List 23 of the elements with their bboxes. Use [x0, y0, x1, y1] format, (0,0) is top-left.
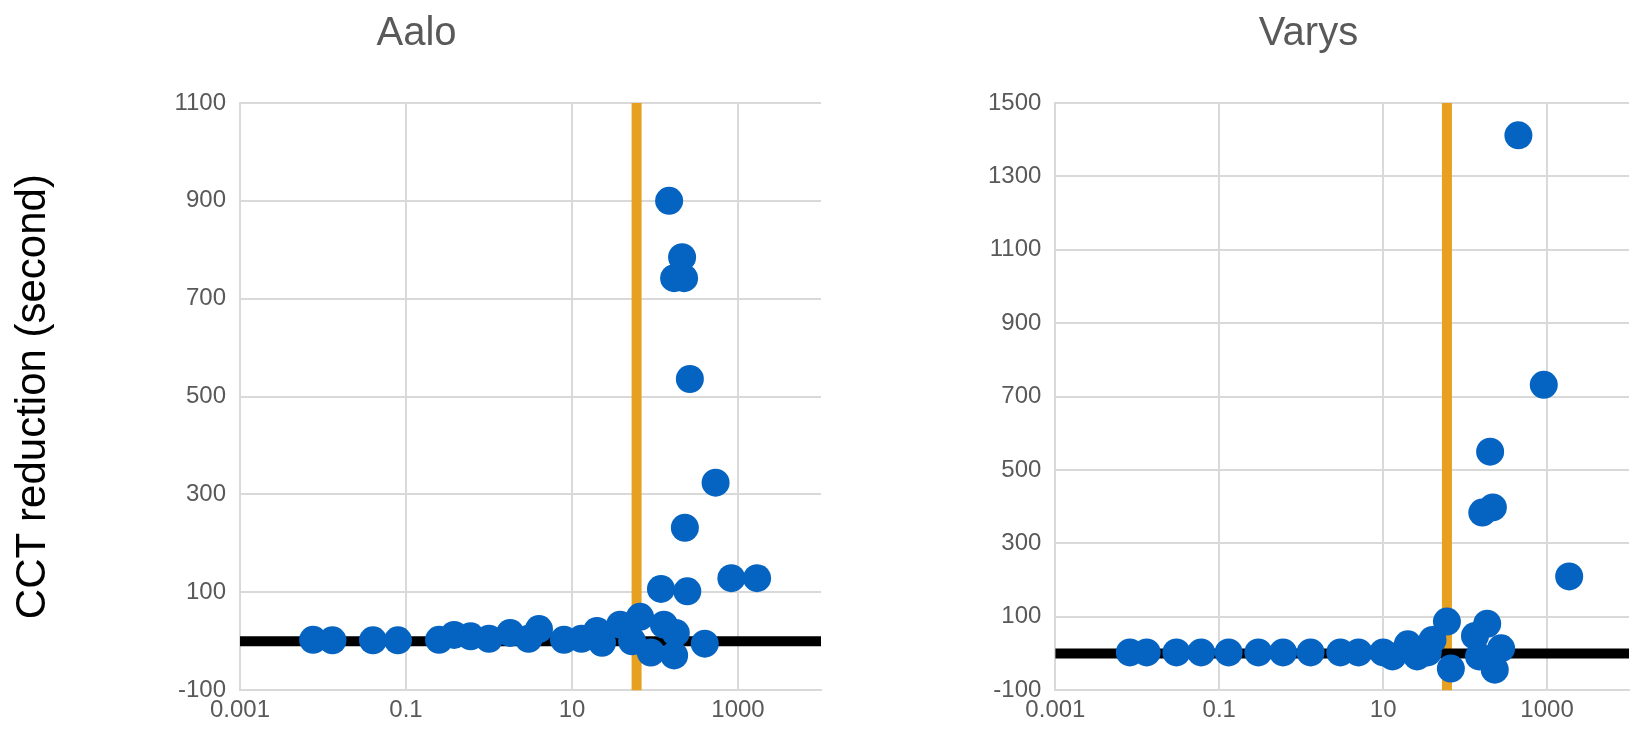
x-tick-label: 1000 — [1520, 695, 1574, 723]
y-tick-label: 1500 — [988, 87, 1042, 115]
y-tick-label: 1300 — [988, 161, 1042, 189]
x-tick-label: 1000 — [711, 695, 765, 723]
y-tick-label: 100 — [1001, 601, 1042, 629]
y-tick-label: 1100 — [989, 234, 1042, 262]
y-tick-label: 300 — [1001, 528, 1042, 556]
y-tick-label: 900 — [185, 185, 227, 213]
y-tick-label: 1100 — [174, 87, 227, 115]
x-tick-label: 0.1 — [1202, 695, 1236, 723]
y-tick-label: 100 — [185, 576, 227, 604]
x-tick-label: 0.1 — [389, 695, 423, 723]
x-tick-label: 10 — [1369, 695, 1397, 723]
y-tick-label: 700 — [1001, 381, 1042, 409]
y-tick-label: 900 — [1001, 307, 1042, 335]
x-tick-label: 10 — [558, 695, 586, 723]
y-tick-label: 500 — [1001, 454, 1042, 482]
y-tick-label: 700 — [185, 283, 227, 311]
chart-title: Aalo — [376, 9, 457, 54]
y-tick-label: 500 — [185, 381, 227, 409]
chart-title: Varys — [1258, 9, 1359, 54]
y-axis-title: CCT reduction (second) — [6, 174, 54, 620]
y-tick-label: 300 — [185, 479, 227, 507]
